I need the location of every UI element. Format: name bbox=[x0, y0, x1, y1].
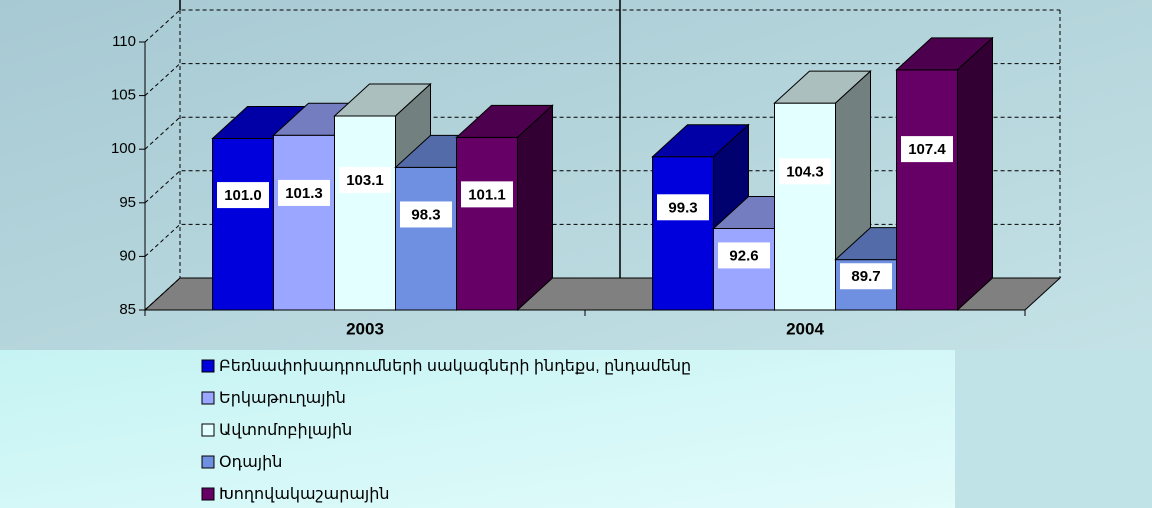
bar-front bbox=[652, 156, 714, 311]
bar-front bbox=[395, 166, 457, 311]
bar bbox=[773, 69, 872, 312]
legend-swatch bbox=[201, 359, 215, 373]
legend-label: Ավտոմոբիլային bbox=[219, 422, 352, 439]
legend-label: Խողովակաշարային bbox=[219, 486, 390, 503]
grid-line bbox=[144, 116, 1060, 150]
legend-swatch bbox=[201, 487, 215, 501]
value-label-box bbox=[718, 242, 770, 269]
value-label-box bbox=[400, 201, 452, 228]
value-label: 89.7 bbox=[851, 268, 880, 285]
grid-line bbox=[144, 223, 1060, 257]
legend-label: Երկաթուղային bbox=[219, 390, 346, 407]
bar-front bbox=[273, 134, 335, 311]
bar-front bbox=[713, 228, 775, 311]
bar bbox=[455, 104, 554, 312]
value-label: 101.3 bbox=[285, 185, 323, 202]
value-label: 99.3 bbox=[668, 199, 697, 216]
x-tick-label: 2003 bbox=[346, 319, 384, 338]
bar-front bbox=[212, 137, 274, 311]
value-label-box bbox=[461, 181, 513, 208]
legend-swatch bbox=[201, 423, 215, 437]
value-label: 107.4 bbox=[908, 141, 946, 158]
legend-panel bbox=[0, 350, 955, 508]
legend-label: Բեռնափոխադրումների սակագների ինդեքս, ընդ… bbox=[219, 358, 691, 375]
bar bbox=[895, 36, 994, 312]
value-label-box bbox=[657, 194, 709, 221]
y-tick-label: 105 bbox=[111, 87, 136, 104]
grid-line bbox=[144, 170, 1060, 204]
grid-line bbox=[144, 277, 1060, 311]
bar-side bbox=[517, 104, 553, 312]
value-label-box bbox=[217, 182, 269, 209]
value-label-box bbox=[339, 166, 391, 193]
grid-line bbox=[144, 9, 1060, 43]
legend-swatch bbox=[201, 391, 215, 405]
y-tick-label: 100 bbox=[111, 140, 136, 157]
bar-side bbox=[957, 36, 993, 312]
bar-front bbox=[896, 69, 958, 311]
value-label: 103.1 bbox=[346, 172, 384, 189]
bar-front bbox=[334, 115, 396, 311]
bar-front bbox=[774, 102, 836, 311]
value-label-box bbox=[840, 263, 892, 290]
grid-line bbox=[144, 63, 1060, 96]
legend-swatch bbox=[201, 455, 215, 469]
y-tick-label: 110 bbox=[112, 33, 136, 50]
value-label-box bbox=[901, 136, 953, 163]
value-label: 98.3 bbox=[411, 206, 440, 223]
y-tick-label: 90 bbox=[119, 247, 136, 264]
value-label: 104.3 bbox=[786, 163, 824, 180]
value-label: 101.0 bbox=[224, 187, 262, 204]
legend-label: Օդային bbox=[219, 454, 282, 471]
bar-front bbox=[456, 136, 518, 311]
value-label: 101.1 bbox=[468, 186, 506, 203]
value-label: 92.6 bbox=[729, 247, 758, 264]
value-label-box bbox=[779, 158, 831, 185]
value-label-box bbox=[278, 179, 330, 206]
y-tick-label: 85 bbox=[119, 301, 136, 318]
y-tick-label: 95 bbox=[119, 194, 136, 211]
x-tick-label: 2004 bbox=[786, 319, 824, 338]
